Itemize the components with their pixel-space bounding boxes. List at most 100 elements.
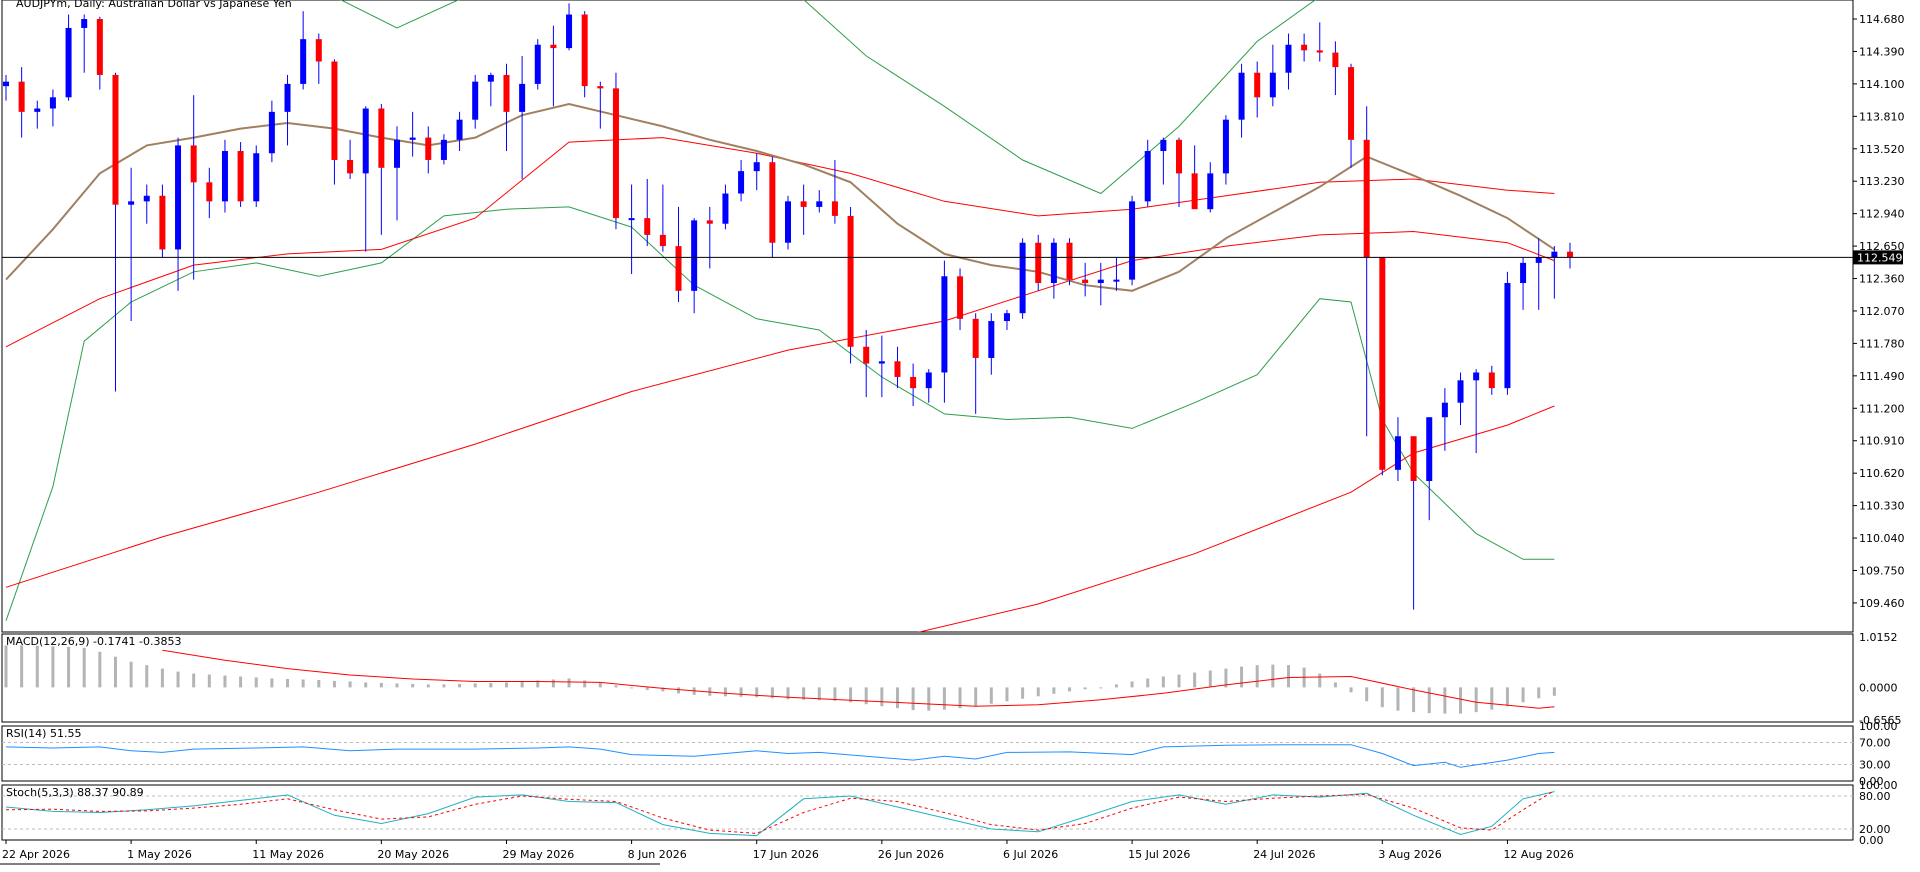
macd-histogram-bar — [332, 680, 336, 688]
macd-histogram-bar — [833, 687, 837, 701]
macd-histogram-bar — [911, 687, 915, 711]
macd-histogram-bar — [1208, 670, 1212, 688]
macd-histogram-bar — [82, 647, 86, 688]
candle-bullish — [81, 19, 88, 28]
macd-histogram-bar — [1521, 687, 1525, 703]
y-tick-label: 109.460 — [1859, 597, 1905, 610]
macd-histogram-bar — [598, 682, 602, 688]
candle-bullish — [440, 139, 447, 160]
candle-bearish — [1348, 67, 1355, 140]
sub-y-tick-label: 0.0000 — [1859, 681, 1898, 694]
candle-bullish — [925, 372, 932, 389]
candle-bearish — [503, 74, 510, 112]
macd-histogram-bar — [1286, 665, 1290, 688]
macd-histogram-bar — [723, 687, 727, 697]
candle-bullish — [175, 145, 182, 250]
y-tick-label: 112.940 — [1859, 208, 1905, 221]
macd-histogram-bar — [426, 684, 430, 688]
macd-histogram-bar — [1349, 687, 1353, 693]
macd-histogram-bar — [520, 681, 524, 688]
macd-histogram-bar — [207, 674, 211, 688]
candle-bullish — [472, 81, 479, 120]
candle-bearish — [1316, 50, 1323, 53]
candle-bearish — [597, 86, 604, 89]
candle-bullish — [34, 108, 41, 112]
candle-bullish — [988, 321, 995, 358]
y-tick-label: 111.200 — [1859, 402, 1905, 415]
main-plot-area — [3, 0, 1573, 632]
y-tick-label: 112.650 — [1859, 240, 1905, 253]
candle-bullish — [65, 27, 72, 98]
candle-bullish — [1160, 139, 1167, 152]
candle-bearish — [706, 220, 713, 224]
y-tick-label: 111.780 — [1859, 337, 1905, 350]
candle-bullish — [1113, 279, 1120, 282]
macd-histogram-bar — [51, 646, 55, 688]
moving-average-50 — [5, 137, 1555, 348]
x-tick-label: 8 Jun 2026 — [628, 848, 687, 861]
bollinger-lower-band — [5, 206, 1555, 621]
candle-bullish — [1129, 201, 1136, 280]
y-tick-label: 110.040 — [1859, 532, 1905, 545]
macd-histogram-bar — [1427, 687, 1431, 714]
macd-histogram-bar — [129, 661, 133, 688]
candle-bullish — [128, 201, 135, 205]
candle-bullish — [738, 171, 745, 194]
candle-bearish — [1567, 251, 1573, 258]
candle-bullish — [300, 39, 307, 84]
macd-histogram-bar — [1412, 687, 1416, 713]
candle-bullish — [1473, 372, 1480, 381]
macd-histogram-bar — [1255, 665, 1259, 688]
candle-bullish — [456, 119, 463, 140]
candle-bearish — [581, 14, 588, 87]
macd-histogram-bar — [192, 673, 196, 688]
macd-histogram-bar — [1146, 678, 1150, 688]
x-tick-label: 20 May 2026 — [377, 848, 449, 861]
macd-histogram-bar — [927, 687, 931, 711]
sub-y-tick-label: -0.6565 — [1859, 714, 1901, 727]
macd-histogram-bar — [1068, 687, 1072, 692]
candle-bullish — [691, 220, 698, 291]
macd-histogram-bar — [755, 687, 759, 698]
macd-histogram-bar — [802, 687, 806, 700]
main-pane-border — [1, 0, 1854, 633]
x-tick-label: 24 Jul 2026 — [1253, 848, 1315, 861]
macd-pane: MACD(12,26,9) -0.1741 -0.3853 — [4, 635, 1556, 714]
candle-bullish — [1426, 417, 1433, 481]
macd-histogram-bar — [176, 671, 180, 688]
macd-histogram-bar — [677, 687, 681, 694]
macd-histogram-bar — [160, 668, 164, 688]
candle-bullish — [394, 139, 400, 168]
macd-histogram-bar — [1552, 687, 1556, 696]
candle-bullish — [1269, 72, 1276, 98]
axes: 114.680 114.390 114.100 113.810 113.520 113.2… — [2, 13, 1905, 861]
candle-bullish — [284, 83, 291, 112]
y-tick-label: 109.750 — [1859, 564, 1905, 577]
y-tick-label: 110.620 — [1859, 467, 1905, 480]
macd-histogram-bar — [786, 687, 790, 700]
y-tick-label: 110.910 — [1859, 435, 1905, 448]
y-tick-label: 113.810 — [1859, 110, 1905, 123]
candle-bullish — [1441, 402, 1448, 418]
sub-y-tick-label: 0.00 — [1859, 775, 1884, 788]
macd-histogram-bar — [1490, 687, 1494, 710]
macd-histogram-bar — [942, 687, 946, 710]
macd-histogram-bar — [1271, 664, 1275, 688]
macd-histogram-bar — [379, 682, 383, 688]
sub-y-tick-label: 100.00 — [1859, 720, 1898, 733]
candle-bearish — [1488, 372, 1495, 389]
x-tick-label: 26 Jun 2026 — [878, 848, 944, 861]
bollinger-upper-band — [340, 0, 1316, 195]
x-tick-label: 22 Apr 2026 — [2, 848, 70, 861]
macd-histogram-bar — [364, 682, 368, 688]
macd-histogram-bar — [1099, 687, 1103, 689]
x-tick-label: 6 Jul 2026 — [1003, 848, 1058, 861]
y-tick-label: 113.520 — [1859, 143, 1905, 156]
candle-bullish — [878, 361, 885, 364]
x-tick-label: 1 May 2026 — [127, 848, 192, 861]
candle-bullish — [1457, 380, 1464, 403]
macd-histogram-bar — [458, 683, 462, 688]
candle-bullish — [1144, 151, 1151, 202]
